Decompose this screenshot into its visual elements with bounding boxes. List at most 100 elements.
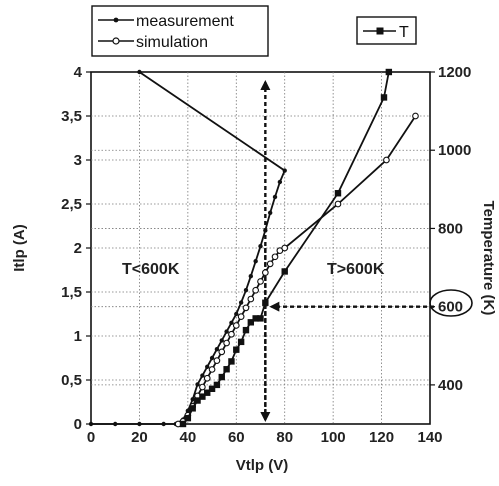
x-tick-label: 120 [369, 429, 394, 446]
y-tick-label: 3 [74, 152, 82, 169]
point-simulation [247, 295, 255, 303]
point-measurement [277, 179, 283, 185]
point-t [184, 414, 192, 422]
point-simulation [228, 330, 235, 338]
point-simulation [266, 260, 274, 268]
x-tick-label: 140 [417, 429, 442, 446]
legend-simulation-marker [112, 37, 120, 45]
point-measurement [243, 288, 249, 293]
point-t [242, 326, 250, 334]
point-t [252, 315, 259, 322]
y-tick-label: 1,5 [61, 284, 82, 301]
y-tick-labels: 0 0,5 1 1,5 2 2,5 3 3,5 4 [61, 64, 91, 433]
legend-right: T [356, 16, 417, 45]
point-measurement [263, 228, 268, 233]
point-simulation [237, 313, 245, 320]
point-measurement [282, 168, 287, 173]
y-tick-label: 2 [74, 240, 82, 257]
x-tick-label: 60 [228, 429, 245, 446]
point-t [199, 393, 206, 400]
point-simulation [257, 278, 264, 285]
point-t [334, 190, 342, 197]
x-tick-label: 20 [131, 429, 148, 446]
legend-measurement-label: measurement [136, 13, 234, 30]
y2-tick-label: 1200 [438, 64, 471, 81]
point-t [233, 346, 240, 353]
point-measurement [195, 382, 200, 387]
point-simulation [334, 200, 342, 208]
legend-left-box [91, 5, 269, 57]
point-measurement [161, 421, 166, 427]
y-tick-label: 2,5 [61, 196, 82, 213]
series-layer [88, 68, 419, 428]
point-t [194, 397, 201, 404]
point-t [223, 366, 230, 373]
x-tick-label: 40 [180, 429, 197, 446]
left-region-label: T<600K [122, 261, 180, 278]
point-measurement [234, 311, 239, 317]
y2-tick-label: 400 [438, 377, 463, 394]
point-t [281, 268, 288, 275]
point-simulation [252, 286, 260, 294]
point-t [204, 389, 211, 396]
circled-600-marker [429, 289, 473, 317]
point-simulation [242, 304, 250, 312]
point-simulation [383, 156, 390, 164]
point-measurement [219, 338, 224, 343]
y-tick-label: 0,5 [61, 372, 82, 389]
x-tick-label: 80 [276, 429, 293, 446]
point-t [257, 315, 264, 322]
guides [260, 80, 434, 422]
point-measurement [229, 320, 234, 325]
point-t [218, 373, 225, 381]
point-measurement [190, 397, 195, 402]
x-tick-label: 0 [87, 429, 95, 446]
point-measurement [209, 355, 215, 361]
x-tick-labels: 0 20 40 60 80 100 120 140 [87, 429, 443, 446]
point-t [213, 381, 221, 389]
y2-tick-labels: 400 600 800 1000 1200 [430, 64, 471, 394]
point-simulation [412, 112, 419, 120]
x-axis-title: Vtlp (V) [236, 457, 289, 474]
point-simulation [213, 357, 221, 364]
point-simulation [208, 366, 216, 373]
point-measurement [258, 244, 263, 249]
point-simulation [203, 374, 211, 382]
x-tick-label: 100 [321, 429, 346, 446]
legend-left: measurement simulation [91, 5, 269, 57]
point-t [208, 385, 216, 392]
point-simulation [223, 339, 230, 347]
right-region-label: T>600K [327, 261, 385, 278]
y2-tick-label: 600 [438, 299, 463, 316]
point-t [380, 94, 388, 101]
legend-simulation-label: simulation [136, 34, 208, 51]
point-measurement [214, 347, 220, 352]
point-simulation [232, 322, 240, 329]
point-measurement [267, 210, 273, 215]
point-measurement [253, 259, 258, 264]
point-measurement [137, 69, 142, 75]
point-measurement [113, 421, 118, 427]
y-tick-label: 1 [74, 328, 82, 345]
y-axis-title: Itlp (A) [11, 224, 28, 271]
point-measurement [272, 194, 278, 200]
point-t [237, 338, 245, 346]
point-t [228, 358, 235, 365]
legend-t-marker [376, 27, 384, 35]
point-measurement [248, 273, 254, 279]
point-measurement [205, 364, 210, 369]
legend-measurement-marker [113, 17, 119, 23]
point-t [385, 68, 393, 76]
y2-tick-label: 800 [438, 220, 463, 237]
point-t [262, 299, 269, 306]
point-simulation [218, 348, 226, 356]
point-measurement [137, 421, 142, 427]
legend-t-label: T [399, 24, 409, 41]
point-simulation [281, 244, 289, 252]
point-measurement [238, 300, 244, 305]
point-simulation [261, 269, 269, 276]
point-t [247, 319, 255, 326]
point-t [189, 405, 196, 412]
point-simulation [199, 383, 206, 391]
